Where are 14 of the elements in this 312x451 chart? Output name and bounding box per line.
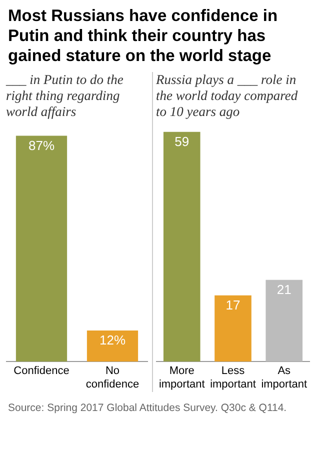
chart-subtitle: ___ in Putin to do the right thing regarding world affairs: [6, 72, 124, 121]
data-label: 87%: [28, 138, 55, 153]
chart-title: Most Russians have confidence in Putin and think their country has gained stature on the world stage: [8, 6, 279, 66]
source-note: Source: Spring 2017 Global Attitudes Survey. Q30c & Q114.: [8, 402, 288, 414]
x-tick-label: As important: [261, 365, 308, 390]
chart-subtitle: Russia plays a ___ role in the world today compared to 10 years ago: [156, 72, 299, 121]
data-label: 12%: [99, 332, 126, 348]
x-tick-label: Confidence: [14, 365, 70, 378]
data-label: 59: [174, 134, 190, 149]
data-label: 17: [226, 297, 240, 312]
x-tick-label: No confidence: [86, 365, 140, 390]
x-tick-label: More important: [158, 365, 205, 390]
x-tick-label: Less important: [210, 365, 256, 390]
data-label: 21: [276, 282, 292, 297]
